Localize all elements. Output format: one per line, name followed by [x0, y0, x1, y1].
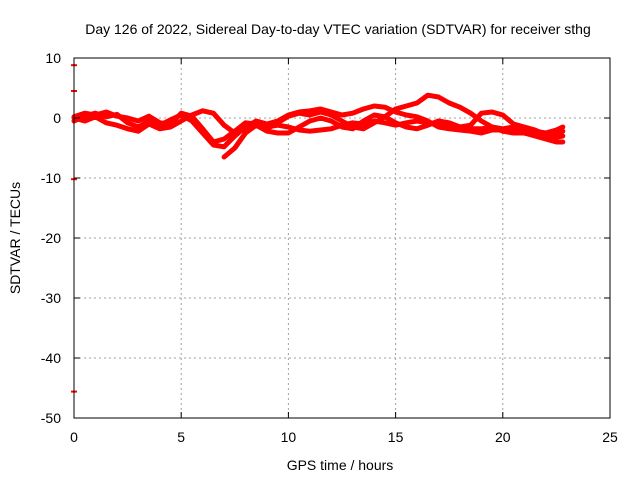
x-tick-label: 10 — [281, 429, 297, 445]
x-tick-labels: 0 5 10 15 20 25 — [70, 429, 618, 445]
x-tick-label: 25 — [602, 429, 618, 445]
chart-title: Day 126 of 2022, Sidereal Day-to-day VTE… — [85, 21, 591, 37]
y-tick-label: 10 — [45, 50, 61, 66]
y-tick-label: -50 — [41, 410, 61, 426]
series-line-2 — [71, 108, 566, 140]
x-tick-label: 20 — [495, 429, 511, 445]
y-tick-label: -10 — [41, 170, 61, 186]
ticks — [73, 57, 611, 419]
series-group — [71, 92, 566, 160]
series-line-4 — [71, 109, 566, 145]
grid — [74, 58, 610, 418]
x-axis-label: GPS time / hours — [287, 457, 394, 473]
y-axis-label: SDTVAR / TECUs — [7, 182, 23, 294]
x-tick-label: 0 — [70, 429, 78, 445]
x-tick-label: 5 — [177, 429, 185, 445]
y-tick-labels: 10 0 -10 -20 -30 -40 -50 — [41, 50, 61, 426]
y-tick-label: -30 — [41, 290, 61, 306]
y-tick-label: -20 — [41, 230, 61, 246]
y-tick-label: -40 — [41, 350, 61, 366]
y-tick-label: 0 — [53, 110, 61, 126]
series-line-3 — [221, 92, 566, 160]
series-line-1 — [71, 103, 566, 150]
x-tick-label: 15 — [388, 429, 404, 445]
